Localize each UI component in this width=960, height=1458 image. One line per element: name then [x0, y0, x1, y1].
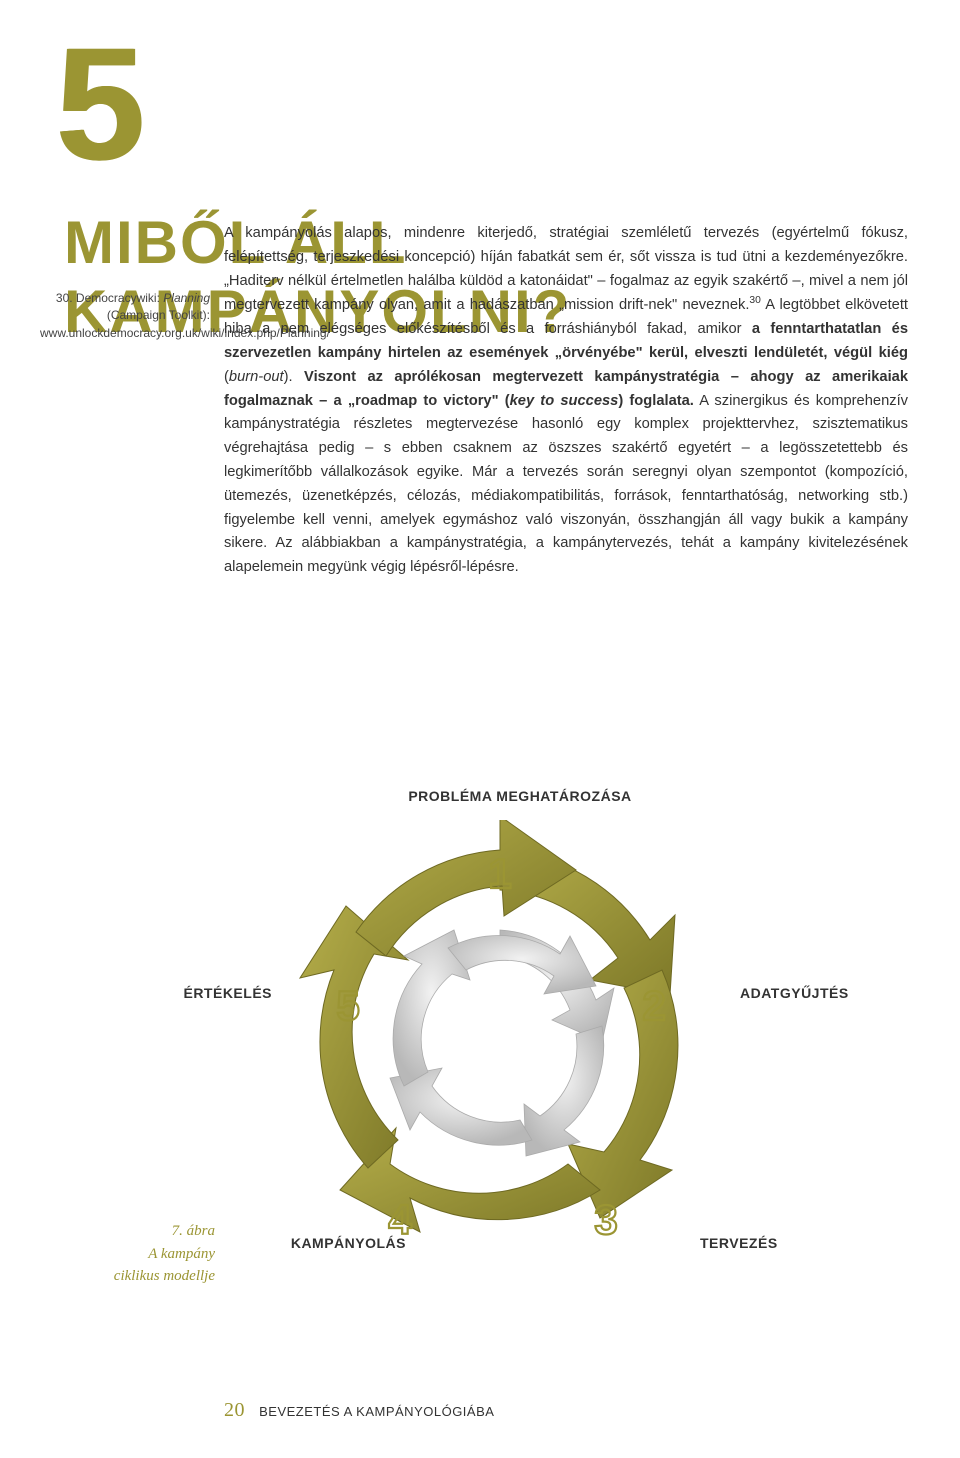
body-paragraph: A kampányolás alapos, mindenre kiterjedő…: [224, 222, 908, 580]
chapter-header: 5 MIBŐL ÁLL KAMPÁNYOLNI?: [56, 40, 912, 150]
cycle-label-3: TERVEZÉS: [700, 1235, 840, 1251]
cycle-num-1: 1: [488, 850, 511, 897]
chapter-number: 5: [56, 40, 139, 168]
cycle-diagram: 1 2 3 4 5 PROBLÉMA MEGHATÁROZÁSA ADATGYŰ…: [0, 780, 960, 1310]
cycle-label-2: ADATGYŰJTÉS: [740, 985, 900, 1001]
cycle-num-2: 2: [642, 982, 665, 1029]
cycle-num-3: 3: [594, 1196, 617, 1243]
figure-caption: 7. ábraA kampányciklikus modellje: [40, 1220, 215, 1288]
cycle-label-4: KAMPÁNYOLÁS: [246, 1235, 406, 1251]
cycle-label-1: PROBLÉMA MEGHATÁROZÁSA: [390, 788, 650, 804]
running-head: BEVEZETÉS A KAMPÁNYOLÓGIÁBA: [259, 1404, 494, 1419]
cycle-num-5: 5: [336, 982, 359, 1029]
footnote-side: 30. Democracywiki: Planning (Campaign To…: [40, 290, 210, 342]
page-number: 20: [224, 1399, 245, 1421]
page-footer: 20 BEVEZETÉS A KAMPÁNYOLÓGIÁBA: [224, 1399, 494, 1422]
page: 5 MIBŐL ÁLL KAMPÁNYOLNI? 30. Democracywi…: [0, 0, 960, 1458]
inner-arrows: [390, 930, 614, 1156]
cycle-label-5: ÉRTÉKELÉS: [152, 985, 272, 1001]
cycle-svg: 1 2 3 4 5: [280, 820, 720, 1260]
